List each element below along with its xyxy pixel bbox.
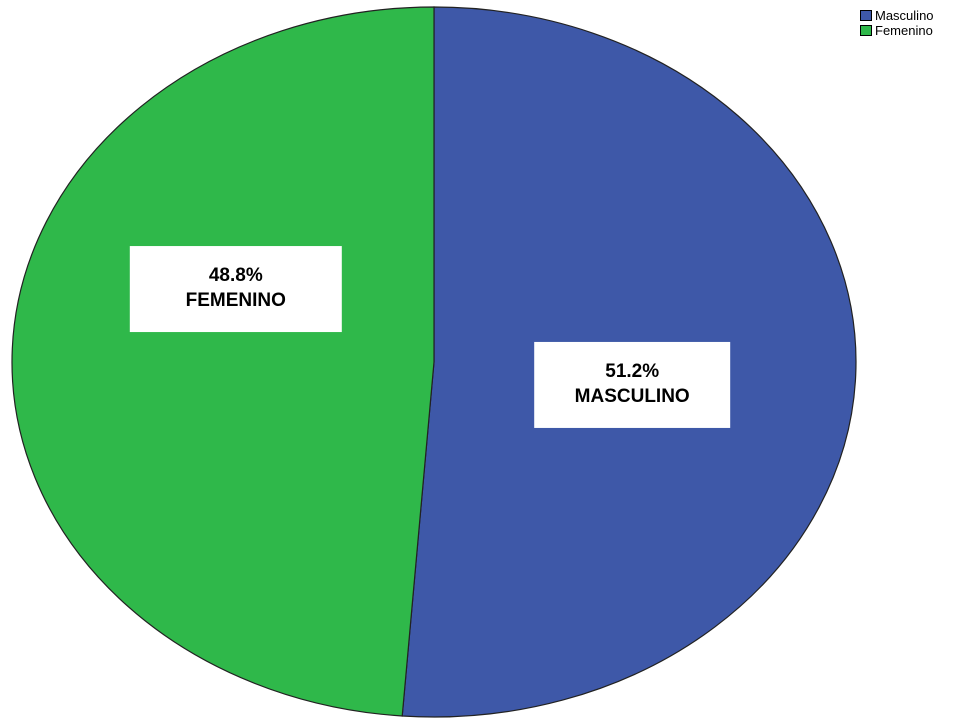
legend-label-femenino: Femenino — [875, 23, 933, 38]
legend: Masculino Femenino — [860, 8, 934, 38]
data-label-value: 48.8% — [209, 265, 263, 286]
data-labels: 51.2% MASCULINO 48.8% FEMENINO — [129, 246, 731, 428]
data-label-category: FEMENINO — [186, 290, 286, 311]
data-label-box — [129, 246, 342, 333]
pie-slice-femenino — [11, 6, 435, 717]
legend-item-femenino: Femenino — [860, 23, 934, 38]
legend-item-masculino: Masculino — [860, 8, 934, 23]
data-label-value: 51.2% — [605, 361, 659, 382]
data-label-box — [534, 341, 731, 428]
data-label-femenino: 48.8% FEMENINO — [129, 246, 342, 333]
data-label-category: MASCULINO — [575, 386, 690, 407]
legend-swatch-masculino — [860, 10, 872, 21]
legend-swatch-femenino — [860, 25, 872, 36]
legend-label-masculino: Masculino — [875, 8, 934, 23]
data-label-masculino: 51.2% MASCULINO — [534, 341, 731, 428]
